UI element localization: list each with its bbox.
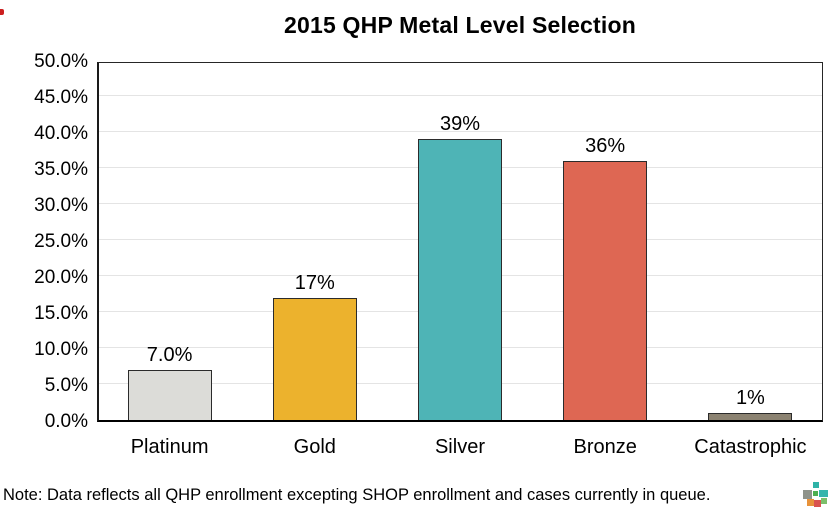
bar-catastrophic: [708, 412, 793, 420]
logo-square: [813, 491, 818, 496]
y-tick-label: 45.0%: [34, 87, 88, 108]
gridline: [99, 95, 822, 96]
bar-value-label: 7.0%: [146, 343, 193, 366]
y-tick-label: 0.0%: [44, 411, 88, 432]
pixel-mosaic-logo: [801, 482, 829, 509]
bar-value-label: 36%: [585, 134, 626, 157]
plot-area: [97, 62, 823, 422]
x-category-label-gold: Gold: [293, 436, 336, 458]
y-tick-label: 50.0%: [34, 51, 88, 72]
x-category-label-silver: Silver: [434, 436, 485, 458]
y-tick-label: 15.0%: [34, 303, 88, 324]
x-category-label-catastrophic: Catastrophic: [694, 436, 807, 458]
logo-square: [821, 498, 827, 504]
bar-silver: [418, 139, 502, 420]
y-tick-label: 40.0%: [34, 123, 88, 144]
y-tick-label: 20.0%: [34, 267, 88, 288]
bar-gold: [272, 297, 357, 420]
y-tick-label: 35.0%: [34, 159, 88, 180]
chart-footnote: Note: Data reflects all QHP enrollment e…: [3, 486, 711, 504]
x-category-label-platinum: Platinum: [130, 436, 209, 458]
y-tick-label: 25.0%: [34, 231, 88, 252]
bar-bronze: [563, 160, 648, 420]
gridline: [99, 131, 822, 132]
bar-platinum: [127, 369, 212, 420]
y-tick-label: 10.0%: [34, 339, 88, 360]
bar-value-label: 1%: [735, 386, 765, 409]
x-category-label-bronze: Bronze: [573, 436, 637, 458]
logo-square: [819, 490, 828, 497]
y-tick-label: 30.0%: [34, 195, 88, 216]
y-tick-label: 5.0%: [44, 375, 88, 396]
chart-title: 2015 QHP Metal Level Selection: [283, 12, 636, 38]
logo-square: [814, 500, 821, 507]
bar-value-label: 39%: [439, 113, 480, 136]
logo-square: [803, 490, 812, 499]
edge-artifact-mark: [0, 9, 4, 15]
logo-square: [813, 482, 819, 488]
bar-value-label: 17%: [294, 271, 335, 294]
logo-square: [807, 499, 814, 506]
